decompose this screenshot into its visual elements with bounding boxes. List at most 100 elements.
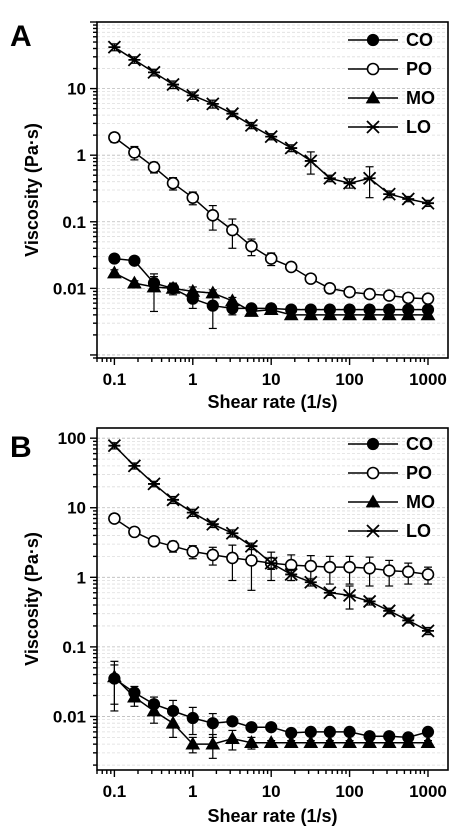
data-point-po (323, 282, 337, 295)
data-point-mo (283, 735, 299, 749)
data-point-po (245, 239, 258, 253)
legend-marker-co (366, 437, 380, 451)
data-point-mo (322, 735, 338, 749)
data-point-po (401, 291, 415, 305)
y-tick-label: 0.01 (53, 707, 86, 726)
data-point-lo (323, 586, 337, 600)
data-point-mo (303, 307, 319, 321)
legend-label-co: CO (406, 30, 433, 50)
x-tick-label: 100 (335, 782, 363, 801)
legend-label-mo: MO (406, 492, 435, 512)
series-mo (107, 660, 436, 759)
y-tick-label: 100 (58, 429, 86, 448)
x-tick-label: 0.1 (103, 782, 127, 801)
series-line-co (114, 257, 428, 311)
legend: CO PO MO LO (348, 434, 435, 541)
data-point-lo (166, 493, 180, 507)
plot-frame (96, 427, 449, 771)
x-tick-label: 0.1 (103, 370, 127, 389)
data-point-mo (244, 735, 259, 749)
data-point-lo (264, 556, 278, 570)
data-point-po (343, 560, 356, 574)
data-point-lo (147, 65, 161, 80)
data-point-mo (381, 307, 397, 321)
data-point-co (108, 252, 121, 265)
data-point-lo (127, 459, 142, 473)
error-bar (247, 545, 256, 591)
series-lo (107, 40, 435, 210)
data-point-lo (206, 517, 220, 531)
data-point-lo (362, 171, 377, 185)
series-po (108, 131, 435, 305)
data-point-mo (400, 307, 416, 321)
data-point-lo (421, 196, 435, 210)
legend-label-mo: MO (406, 88, 435, 108)
data-point-mo (303, 735, 319, 749)
x-tick-label: 1 (188, 370, 197, 389)
y-tick-label: 1 (77, 146, 86, 165)
data-point-lo (304, 154, 318, 168)
error-bar (365, 166, 374, 199)
data-point-lo (206, 97, 220, 111)
data-point-mo (127, 275, 142, 289)
panel-a-letter: A (10, 20, 32, 53)
y-tick-label: 0.1 (62, 213, 86, 232)
legend-marker-lo (366, 120, 380, 134)
legend-marker-co (366, 33, 380, 47)
data-point-lo (264, 129, 278, 144)
data-point-po (226, 223, 239, 237)
data-point-co (226, 715, 239, 728)
legend-marker-po (366, 62, 380, 76)
data-point-co (128, 254, 141, 267)
data-point-lo (284, 141, 298, 155)
data-point-mo (107, 265, 122, 279)
data-point-lo (362, 594, 377, 609)
data-point-lo (401, 192, 415, 206)
data-point-po (186, 545, 200, 558)
data-point-lo (342, 588, 357, 603)
chart-panel-b: 0.1 1 10 100 1000 0.01 0.1 1 10 100 Shear rate (1/… (22, 427, 449, 826)
panel-b-letter: B (10, 431, 32, 464)
data-point-mo (244, 303, 259, 317)
data-point-mo (165, 280, 181, 294)
data-point-mo (400, 735, 416, 749)
data-point-po (343, 285, 356, 299)
legend-label-lo: LO (406, 117, 431, 137)
data-point-po (421, 568, 435, 581)
data-point-po (166, 176, 180, 190)
data-point-mo (225, 731, 240, 745)
y-tick-label: 1 (77, 568, 86, 587)
data-point-po (108, 131, 121, 144)
y-tick-label: 10 (67, 499, 86, 518)
legend-label-co: CO (406, 434, 433, 454)
data-point-mo (225, 293, 240, 307)
legend-label-po: PO (406, 463, 432, 483)
data-point-mo (342, 307, 357, 321)
data-point-lo (284, 567, 298, 582)
data-point-mo (165, 715, 181, 729)
data-point-mo (146, 279, 162, 293)
data-point-lo (225, 107, 240, 121)
x-tick-label: 1000 (409, 370, 447, 389)
data-point-mo (205, 736, 221, 750)
data-point-po (421, 292, 435, 305)
data-point-mo (362, 735, 377, 749)
data-point-mo (205, 285, 221, 299)
series-co (108, 664, 435, 744)
error-bar (345, 585, 354, 610)
y-tick-label: 0.1 (62, 638, 86, 657)
data-point-po (186, 191, 200, 204)
data-point-lo (166, 77, 180, 92)
data-point-mo (283, 307, 299, 321)
legend-marker-mo (365, 494, 381, 508)
data-point-po (304, 272, 318, 285)
data-point-po (206, 209, 220, 222)
data-point-po (108, 512, 121, 525)
x-axis-title: Shear rate (1/s) (207, 392, 337, 412)
series-mo (107, 265, 436, 321)
data-point-co (206, 717, 219, 730)
data-point-po (166, 539, 180, 553)
y-tick-label: 0.01 (53, 279, 86, 298)
data-point-co (265, 721, 278, 734)
data-point-po (363, 287, 376, 301)
